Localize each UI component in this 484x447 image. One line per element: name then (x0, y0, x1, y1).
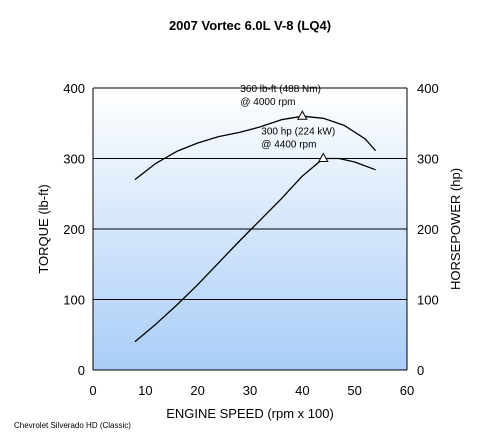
chart-title: 2007 Vortec 6.0L V-8 (LQ4) (169, 18, 331, 33)
left-axis-label: TORQUE (lb-ft) (36, 184, 51, 273)
left-tick-labels: 0 100 200 300 400 (63, 81, 85, 378)
right-tick-label: 300 (417, 152, 439, 167)
axes (92, 88, 408, 371)
footnote: Chevrolet Silverado HD (Classic) (14, 421, 131, 430)
series-lines (134, 115, 377, 343)
horsepower-peak-rpm: @ 4400 rpm (261, 140, 316, 151)
x-tick-label: 60 (400, 383, 414, 398)
horsepower-line (134, 157, 376, 343)
x-tick-label: 10 (138, 383, 152, 398)
left-tick-label: 400 (63, 81, 85, 96)
right-tick-label: 200 (417, 222, 439, 237)
right-tick-label: 0 (417, 363, 424, 378)
left-tick-label: 0 (78, 363, 85, 378)
left-tick-label: 200 (63, 222, 85, 237)
x-tick-label: 30 (243, 383, 257, 398)
peak-annotations: 360 lb-ft (488 Nm) @ 4000 rpm 300 hp (224 … (240, 84, 335, 162)
gridlines (93, 87, 407, 300)
x-tick-labels: 0 10 20 30 40 50 60 (89, 383, 414, 398)
right-axis-label: HORSEPOWER (hp) (448, 168, 463, 290)
x-tick-label: 40 (295, 383, 309, 398)
x-tick-label: 50 (347, 383, 361, 398)
torque-peak-label: 360 lb-ft (488 Nm) (240, 84, 321, 95)
right-tick-labels: 0 100 200 300 400 (417, 81, 439, 378)
torque-line (134, 115, 377, 181)
x-tick-label: 20 (190, 383, 204, 398)
right-tick-label: 400 (417, 81, 439, 96)
torque-peak-rpm: @ 4000 rpm (240, 97, 295, 108)
horsepower-peak-marker (317, 152, 329, 162)
x-tick-label: 0 (89, 383, 96, 398)
left-tick-label: 100 (63, 293, 85, 308)
horsepower-peak-label: 300 hp (224 kW) (261, 127, 335, 138)
x-axis-label: ENGINE SPEED (rpm x 100) (166, 406, 334, 421)
left-tick-label: 300 (63, 152, 85, 167)
torque-peak-marker (296, 110, 308, 120)
right-tick-label: 100 (417, 293, 439, 308)
